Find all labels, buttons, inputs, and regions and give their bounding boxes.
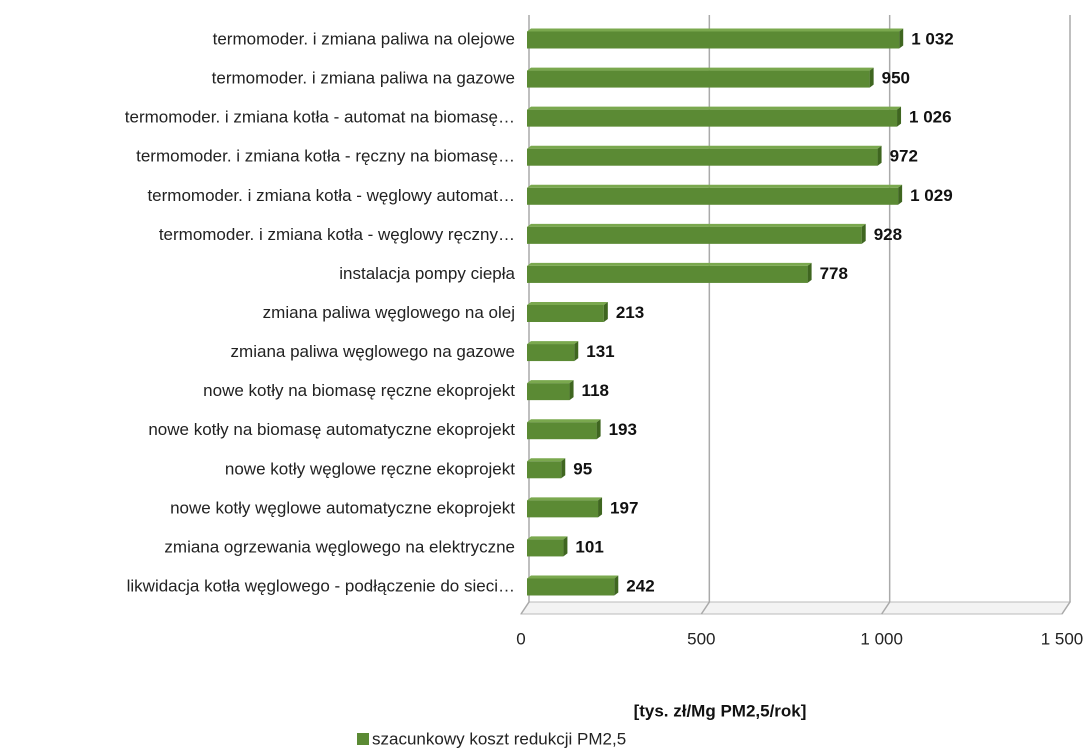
bar-top — [527, 67, 874, 71]
bar — [527, 148, 878, 166]
y-tick-label: zmiana ogrzewania węglowego na elektrycz… — [164, 537, 515, 556]
data-label: 928 — [874, 225, 902, 244]
grid-line — [700, 15, 711, 615]
bar-top — [527, 419, 601, 423]
bar-top — [527, 28, 904, 32]
y-tick-label: nowe kotły na biomasę automatyczne ekopr… — [148, 420, 515, 439]
bar-end — [899, 28, 904, 49]
y-tick-label: zmiana paliwa węglowego na olej — [263, 303, 515, 322]
bar-top — [527, 106, 902, 110]
bar-end — [569, 380, 574, 401]
bar-end — [877, 145, 882, 166]
bar — [527, 422, 597, 440]
data-label: 197 — [610, 498, 638, 517]
data-label: 193 — [609, 420, 637, 439]
y-tick-label: termomoder. i zmiana kotła - automat na … — [125, 108, 515, 127]
bar-top — [527, 262, 812, 266]
bar — [527, 305, 604, 322]
bar — [527, 265, 808, 283]
y-tick-label: instalacja pompy ciepła — [339, 264, 515, 283]
bar-end — [563, 536, 568, 557]
data-label: 95 — [573, 459, 592, 478]
bar-top — [527, 145, 882, 149]
y-tick-label: zmiana paliwa węglowego na gazowe — [231, 342, 515, 361]
plot-floor — [520, 601, 1071, 615]
data-label: 131 — [586, 342, 614, 361]
y-tick-label: likwidacja kotła węglowego - podłączenie… — [127, 576, 515, 595]
data-label: 242 — [626, 576, 654, 595]
bar-end — [603, 302, 608, 322]
y-tick-label: termomoder. i zmiana kotła - węglowy aut… — [147, 186, 515, 205]
bar-end — [869, 67, 874, 88]
data-label: 1 032 — [911, 29, 954, 48]
bar-end — [561, 458, 566, 479]
data-label: 213 — [616, 303, 644, 322]
data-label: 1 026 — [909, 108, 952, 127]
bar — [527, 187, 899, 205]
bar — [527, 539, 564, 557]
legend-swatch — [357, 733, 369, 745]
bar-end — [596, 419, 601, 440]
bar-top — [527, 536, 568, 540]
x-tick-label: 0 — [516, 629, 525, 648]
x-tick-label: 1 000 — [860, 629, 903, 648]
bar — [527, 383, 570, 401]
bar-end — [574, 341, 579, 362]
bar-top — [527, 497, 603, 501]
bar-end — [614, 575, 619, 596]
y-tick-label: termomoder. i zmiana paliwa na olejowe — [213, 29, 515, 48]
bar — [527, 70, 870, 88]
bar-top — [527, 302, 608, 305]
bar — [527, 344, 575, 362]
x-tick-label: 1 500 — [1041, 629, 1084, 648]
bar-end — [897, 106, 902, 127]
y-tick-label: termomoder. i zmiana kotła - ręczny na b… — [136, 147, 515, 166]
x-tick-label: 500 — [687, 629, 715, 648]
y-tick-label: nowe kotły na biomasę ręczne ekoprojekt — [203, 381, 515, 400]
data-label: 950 — [882, 69, 910, 88]
bar — [527, 226, 862, 244]
bar-end — [807, 262, 812, 283]
bar — [527, 109, 898, 127]
data-label: 778 — [820, 264, 848, 283]
legend-label: szacunkowy koszt redukcji PM2,5 — [372, 729, 626, 748]
y-tick-label: termomoder. i zmiana paliwa na gazowe — [212, 69, 515, 88]
grid-line — [881, 15, 891, 615]
y-tick-label: nowe kotły węglowe automatyczne ekoproje… — [170, 498, 515, 517]
bar — [527, 31, 900, 49]
bar — [527, 461, 562, 479]
data-label: 1 029 — [910, 186, 953, 205]
axis-title: [tys. zł/Mg PM2,5/rok] — [634, 701, 807, 720]
bar-end — [898, 184, 903, 205]
bar-top — [527, 341, 579, 345]
bar-end — [598, 497, 603, 518]
bar-top — [527, 184, 903, 188]
bar — [527, 578, 615, 596]
bar-top — [527, 380, 574, 384]
grid-line — [1061, 15, 1071, 615]
y-tick-label: nowe kotły węglowe ręczne ekoprojekt — [225, 459, 515, 478]
data-label: 972 — [890, 147, 918, 166]
data-label: 101 — [575, 537, 603, 556]
y-tick-label: termomoder. i zmiana kotła - węglowy ręc… — [159, 225, 515, 244]
data-label: 118 — [582, 381, 609, 400]
bar-top — [527, 458, 566, 462]
bar-end — [861, 223, 866, 244]
bar-top — [527, 575, 619, 579]
bar-top — [527, 223, 866, 227]
bar — [527, 500, 599, 518]
grid-line — [520, 15, 530, 615]
